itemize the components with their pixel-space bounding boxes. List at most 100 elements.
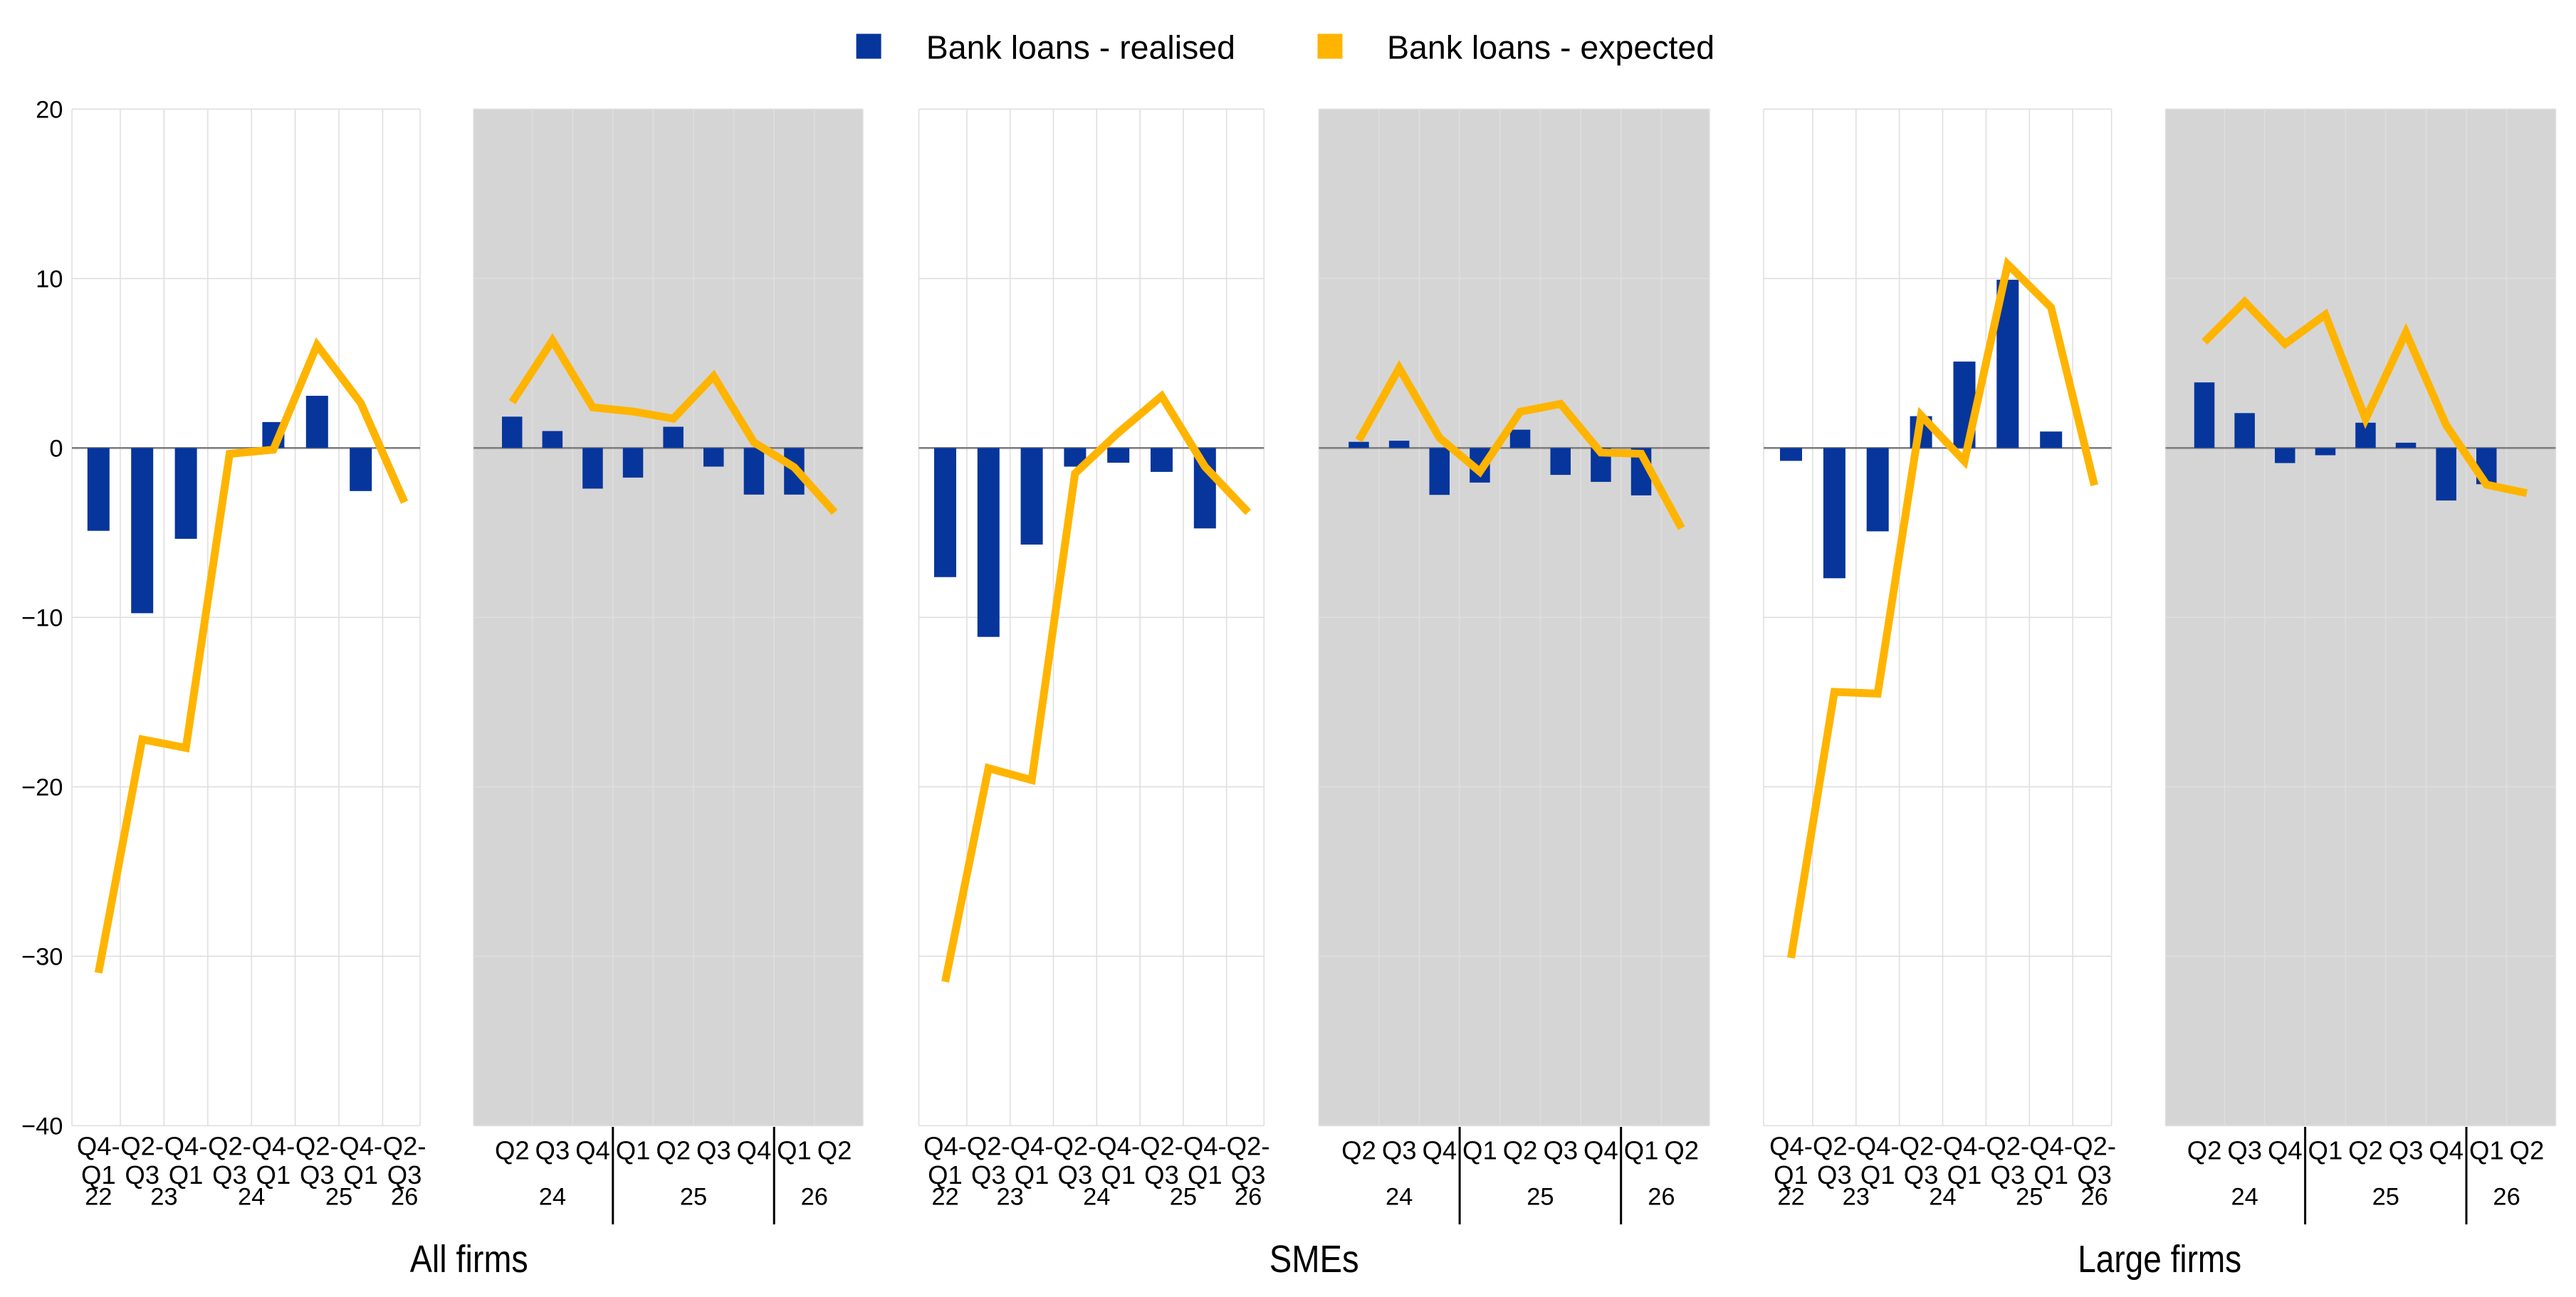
svg-text:25: 25: [2372, 1184, 2399, 1211]
svg-text:Q3: Q3: [971, 1160, 1006, 1190]
svg-text:Q3: Q3: [300, 1160, 335, 1190]
svg-text:25: 25: [680, 1184, 707, 1211]
svg-text:Q1: Q1: [928, 1160, 963, 1190]
svg-text:Q2: Q2: [1503, 1136, 1538, 1165]
svg-text:Q2-: Q2-: [1900, 1132, 1943, 1161]
svg-text:−30: −30: [21, 944, 63, 971]
svg-text:Q1: Q1: [343, 1160, 378, 1190]
svg-text:Q3: Q3: [1144, 1160, 1179, 1190]
svg-text:20: 20: [36, 97, 63, 124]
svg-text:Q1: Q1: [1015, 1160, 1049, 1190]
svg-text:Q4-: Q4-: [923, 1132, 967, 1161]
svg-text:24: 24: [2231, 1184, 2258, 1211]
svg-text:−40: −40: [21, 1113, 63, 1140]
svg-text:26: 26: [2080, 1184, 2108, 1211]
svg-text:22: 22: [931, 1184, 958, 1211]
svg-text:Q2: Q2: [656, 1136, 691, 1165]
svg-text:Q3: Q3: [2077, 1160, 2112, 1190]
svg-text:Q1: Q1: [81, 1160, 116, 1190]
svg-text:Q2-: Q2-: [208, 1132, 251, 1161]
svg-text:Q4: Q4: [2268, 1136, 2303, 1165]
svg-text:Large firms: Large firms: [2078, 1238, 2241, 1281]
svg-text:24: 24: [1386, 1184, 1413, 1211]
svg-text:Q4-: Q4-: [1769, 1132, 1813, 1161]
svg-text:23: 23: [997, 1184, 1024, 1211]
svg-text:Q3: Q3: [1382, 1136, 1417, 1165]
svg-text:Q3: Q3: [387, 1160, 422, 1190]
svg-text:Q4-: Q4-: [339, 1132, 382, 1161]
svg-text:24: 24: [539, 1184, 566, 1211]
svg-text:Q4-: Q4-: [1010, 1132, 1054, 1161]
svg-text:Q1: Q1: [1462, 1136, 1497, 1165]
svg-text:Q3: Q3: [212, 1160, 247, 1190]
svg-text:23: 23: [1843, 1184, 1870, 1211]
svg-text:26: 26: [391, 1184, 418, 1211]
svg-text:Q1: Q1: [1774, 1160, 1808, 1190]
svg-text:Q3: Q3: [696, 1136, 731, 1165]
svg-text:Q4: Q4: [575, 1136, 610, 1165]
svg-text:Q3: Q3: [1543, 1136, 1578, 1165]
svg-text:Q2-: Q2-: [1140, 1132, 1183, 1161]
svg-text:25: 25: [1527, 1184, 1554, 1211]
svg-text:Q2: Q2: [2510, 1136, 2545, 1165]
svg-text:Q4: Q4: [1583, 1136, 1618, 1165]
svg-text:Q4-: Q4-: [1943, 1132, 1986, 1161]
svg-text:Q4-: Q4-: [164, 1132, 208, 1161]
svg-text:SMEs: SMEs: [1269, 1238, 1359, 1281]
svg-text:Q4-: Q4-: [1096, 1132, 1140, 1161]
svg-text:Q2: Q2: [1341, 1136, 1376, 1165]
svg-text:25: 25: [1170, 1184, 1197, 1211]
svg-text:Q4: Q4: [1422, 1136, 1457, 1165]
svg-text:Q1: Q1: [777, 1136, 812, 1165]
svg-text:Q3: Q3: [125, 1160, 159, 1190]
svg-text:Q1: Q1: [1860, 1160, 1895, 1190]
svg-text:26: 26: [2493, 1184, 2520, 1211]
svg-text:Q3: Q3: [535, 1136, 570, 1165]
svg-text:26: 26: [1648, 1184, 1675, 1211]
svg-text:Q2: Q2: [817, 1136, 852, 1165]
svg-text:Q4: Q4: [737, 1136, 772, 1165]
svg-text:Bank loans - expected: Bank loans - expected: [1387, 29, 1714, 66]
svg-text:25: 25: [2016, 1184, 2043, 1211]
svg-text:Q2: Q2: [2348, 1136, 2383, 1165]
svg-text:Q3: Q3: [1231, 1160, 1266, 1190]
svg-text:Q2: Q2: [2187, 1136, 2222, 1165]
svg-text:Q2-: Q2-: [967, 1132, 1010, 1161]
svg-text:Q2-: Q2-: [1053, 1132, 1096, 1161]
svg-text:Q4-: Q4-: [251, 1132, 295, 1161]
svg-text:Q1: Q1: [1624, 1136, 1659, 1165]
svg-text:10: 10: [36, 266, 63, 293]
svg-text:Q1: Q1: [169, 1160, 204, 1190]
svg-text:−20: −20: [21, 774, 63, 802]
svg-text:Q4-: Q4-: [2029, 1132, 2073, 1161]
svg-text:Q2-: Q2-: [2073, 1132, 2116, 1161]
svg-text:26: 26: [801, 1184, 828, 1211]
svg-text:Q2: Q2: [1664, 1136, 1699, 1165]
svg-text:Q2-: Q2-: [1227, 1132, 1270, 1161]
svg-text:Q2: Q2: [495, 1136, 530, 1165]
svg-text:Q3: Q3: [2389, 1136, 2424, 1165]
svg-text:Q2-: Q2-: [1813, 1132, 1856, 1161]
svg-text:Q2-: Q2-: [383, 1132, 426, 1161]
svg-text:Q1: Q1: [1947, 1160, 1982, 1190]
svg-text:22: 22: [85, 1184, 112, 1211]
svg-text:Q1: Q1: [1188, 1160, 1222, 1190]
svg-text:Q1: Q1: [2033, 1160, 2068, 1190]
svg-text:Q1: Q1: [616, 1136, 651, 1165]
svg-text:Q3: Q3: [1904, 1160, 1939, 1190]
svg-text:Q2-: Q2-: [120, 1132, 164, 1161]
svg-text:Q4-: Q4-: [77, 1132, 120, 1161]
svg-text:24: 24: [1083, 1184, 1110, 1211]
svg-text:26: 26: [1235, 1184, 1262, 1211]
svg-text:0: 0: [49, 436, 63, 463]
svg-text:Q1: Q1: [1101, 1160, 1136, 1190]
svg-text:All firms: All firms: [410, 1238, 528, 1281]
svg-text:Q3: Q3: [1058, 1160, 1093, 1190]
svg-text:22: 22: [1777, 1184, 1804, 1211]
svg-text:Q2-: Q2-: [1986, 1132, 2029, 1161]
svg-text:Q3: Q3: [2227, 1136, 2262, 1165]
svg-text:Q4: Q4: [2429, 1136, 2464, 1165]
svg-text:Q1: Q1: [2308, 1136, 2343, 1165]
svg-text:Q1: Q1: [256, 1160, 291, 1190]
svg-text:24: 24: [238, 1184, 265, 1211]
